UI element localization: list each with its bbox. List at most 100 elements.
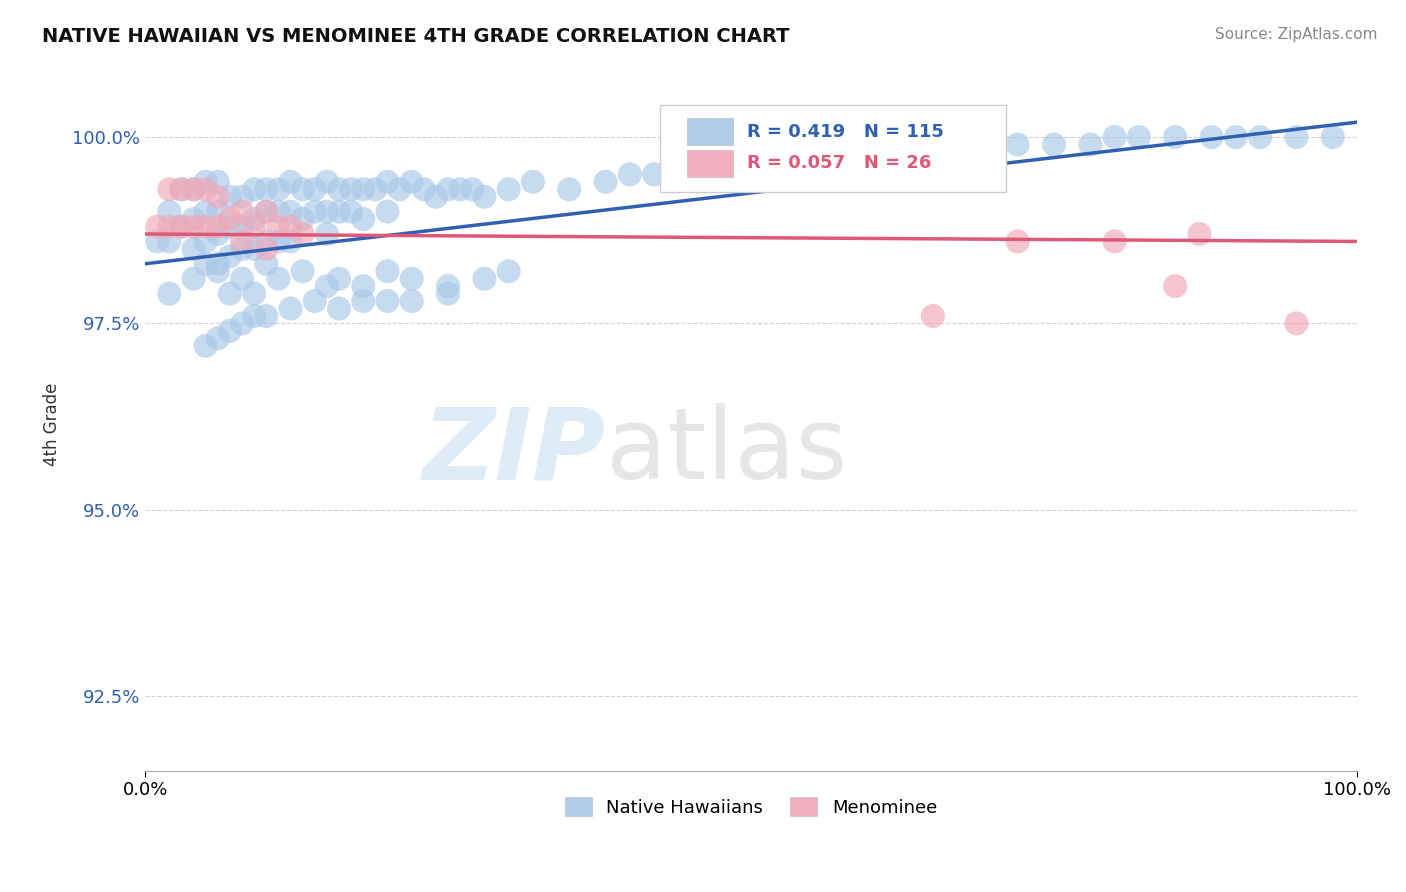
Point bbox=[1322, 130, 1344, 145]
Point bbox=[170, 182, 193, 196]
Point bbox=[800, 153, 823, 167]
Point bbox=[207, 257, 229, 271]
Point bbox=[328, 301, 350, 316]
Point bbox=[183, 182, 205, 196]
Point bbox=[254, 204, 277, 219]
Point bbox=[1225, 130, 1247, 145]
Point bbox=[1007, 137, 1029, 152]
Point bbox=[207, 175, 229, 189]
Point bbox=[498, 264, 520, 278]
Text: atlas: atlas bbox=[606, 403, 848, 500]
Point bbox=[304, 204, 326, 219]
Point bbox=[291, 227, 314, 241]
Point bbox=[1285, 130, 1308, 145]
Point bbox=[328, 271, 350, 285]
Point bbox=[886, 145, 908, 159]
Point bbox=[595, 175, 617, 189]
Bar bbox=[686, 119, 733, 145]
Text: R = 0.057   N = 26: R = 0.057 N = 26 bbox=[748, 154, 932, 172]
Y-axis label: 4th Grade: 4th Grade bbox=[44, 383, 60, 466]
Point bbox=[352, 182, 374, 196]
Point bbox=[231, 317, 253, 331]
Point bbox=[243, 219, 266, 234]
Point bbox=[231, 271, 253, 285]
Point bbox=[231, 190, 253, 204]
Point bbox=[243, 242, 266, 256]
Point bbox=[291, 212, 314, 227]
Point bbox=[219, 249, 242, 263]
Point bbox=[207, 331, 229, 345]
Point bbox=[267, 235, 290, 249]
Point bbox=[194, 257, 217, 271]
Point bbox=[1104, 130, 1126, 145]
Point bbox=[340, 182, 363, 196]
Point bbox=[146, 235, 169, 249]
Point bbox=[207, 227, 229, 241]
Point bbox=[280, 175, 302, 189]
Point bbox=[474, 271, 496, 285]
Point bbox=[412, 182, 434, 196]
Point bbox=[194, 182, 217, 196]
Point bbox=[498, 182, 520, 196]
Point bbox=[558, 182, 581, 196]
Point bbox=[983, 137, 1005, 152]
Point bbox=[243, 309, 266, 323]
Point bbox=[183, 271, 205, 285]
Point bbox=[474, 190, 496, 204]
Point bbox=[679, 160, 702, 174]
Point bbox=[1007, 235, 1029, 249]
Point bbox=[1201, 130, 1223, 145]
Point bbox=[1249, 130, 1271, 145]
Point bbox=[157, 182, 180, 196]
Point bbox=[1043, 137, 1066, 152]
Point bbox=[157, 204, 180, 219]
Point bbox=[352, 212, 374, 227]
Point bbox=[254, 204, 277, 219]
Point bbox=[388, 182, 411, 196]
Point bbox=[183, 219, 205, 234]
Point bbox=[837, 153, 859, 167]
Point bbox=[254, 182, 277, 196]
Point bbox=[315, 279, 337, 293]
Point bbox=[352, 279, 374, 293]
Point bbox=[763, 153, 786, 167]
Point bbox=[1104, 235, 1126, 249]
Point bbox=[194, 204, 217, 219]
Point bbox=[267, 219, 290, 234]
Point bbox=[219, 219, 242, 234]
Point bbox=[304, 294, 326, 309]
Point bbox=[243, 182, 266, 196]
Point bbox=[207, 219, 229, 234]
Point bbox=[254, 235, 277, 249]
Point bbox=[170, 182, 193, 196]
Point bbox=[1164, 130, 1187, 145]
Point bbox=[352, 294, 374, 309]
Point bbox=[194, 235, 217, 249]
Point bbox=[437, 279, 460, 293]
Point bbox=[170, 219, 193, 234]
Point bbox=[860, 145, 883, 159]
Point bbox=[231, 235, 253, 249]
Point bbox=[280, 219, 302, 234]
Point bbox=[425, 190, 447, 204]
Point bbox=[207, 190, 229, 204]
Point bbox=[183, 242, 205, 256]
Point bbox=[267, 182, 290, 196]
Text: ZIP: ZIP bbox=[423, 403, 606, 500]
Point bbox=[231, 204, 253, 219]
Point bbox=[194, 219, 217, 234]
Text: NATIVE HAWAIIAN VS MENOMINEE 4TH GRADE CORRELATION CHART: NATIVE HAWAIIAN VS MENOMINEE 4TH GRADE C… bbox=[42, 27, 790, 45]
Point bbox=[183, 182, 205, 196]
Point bbox=[377, 294, 399, 309]
Text: R = 0.419   N = 115: R = 0.419 N = 115 bbox=[748, 122, 945, 141]
Point bbox=[401, 271, 423, 285]
Point bbox=[254, 257, 277, 271]
Point bbox=[315, 175, 337, 189]
Point bbox=[194, 175, 217, 189]
Point bbox=[328, 204, 350, 219]
Point bbox=[957, 145, 980, 159]
Point bbox=[243, 212, 266, 227]
Point bbox=[207, 264, 229, 278]
Point bbox=[921, 309, 943, 323]
Point bbox=[364, 182, 387, 196]
